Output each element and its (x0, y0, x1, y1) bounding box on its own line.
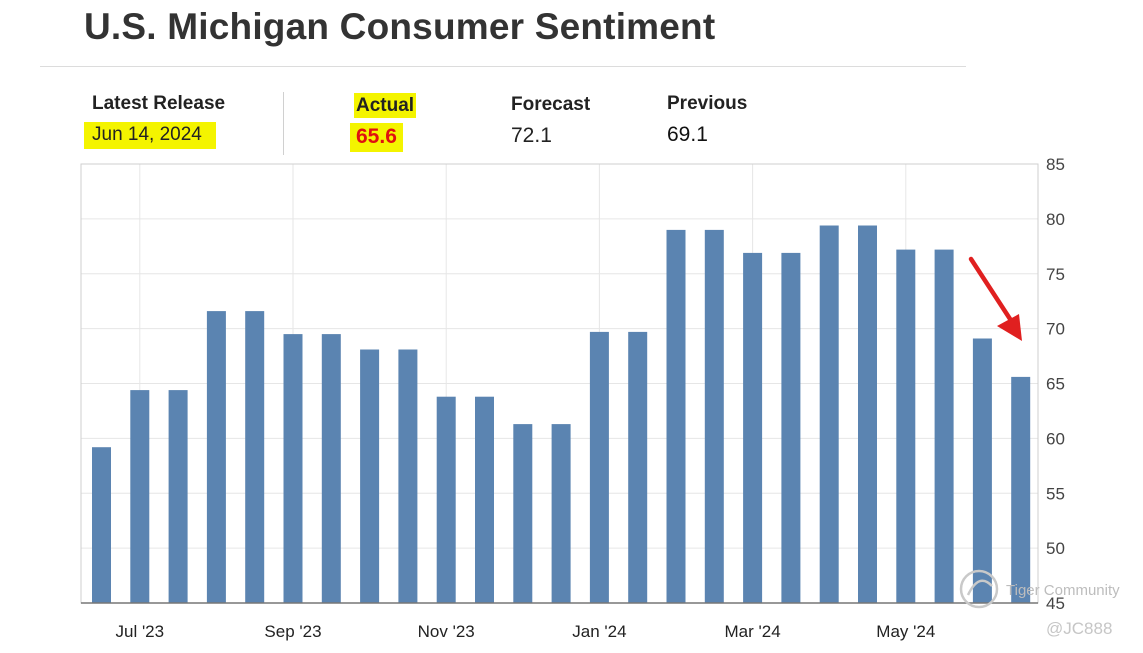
x-tick-label: May '24 (876, 622, 935, 641)
y-axis-ticks: 45 50 55 60 65 70 75 80 85 (1046, 155, 1065, 613)
actual-value: 65.6 (350, 123, 403, 152)
bar[interactable] (436, 396, 456, 603)
bar[interactable] (589, 331, 609, 603)
bar[interactable] (513, 424, 533, 603)
bar[interactable] (245, 311, 265, 603)
x-tick-label: Jul '23 (115, 622, 164, 641)
latest-release-label: Latest Release (92, 93, 226, 114)
bar[interactable] (1011, 376, 1031, 603)
y-tick-label: 85 (1046, 155, 1065, 174)
bar[interactable] (934, 249, 954, 603)
forecast-label: Forecast (511, 94, 591, 115)
annotation-arrow (968, 256, 1022, 341)
previous-value: 69.1 (667, 123, 708, 146)
bar-series (92, 225, 1031, 604)
forecast-value: 72.1 (511, 124, 552, 147)
y-tick-label: 45 (1046, 594, 1065, 613)
watermark-brand: Tiger Community (1006, 582, 1120, 599)
stat-actual: Actual (354, 93, 417, 118)
arrow-head (997, 314, 1022, 341)
page-title: U.S. Michigan Consumer Sentiment (84, 6, 716, 47)
bar[interactable] (551, 424, 571, 603)
watermark: Tiger Community @JC888 (959, 569, 1120, 638)
bar[interactable] (283, 334, 303, 603)
stats-divider (283, 92, 284, 155)
y-tick-label: 60 (1046, 429, 1065, 448)
stat-previous: Previous 69.1 (667, 93, 747, 147)
stat-forecast: Forecast 72.1 (511, 94, 590, 148)
x-tick-label: Mar '24 (725, 622, 781, 641)
bar[interactable] (972, 338, 992, 604)
arrow-shaft (968, 256, 1015, 325)
y-tick-label: 80 (1046, 210, 1065, 229)
x-tick-label: Jan '24 (572, 622, 626, 641)
y-tick-label: 50 (1046, 539, 1065, 558)
y-tick-label: 65 (1046, 375, 1065, 394)
bar[interactable] (206, 311, 226, 603)
title-divider (40, 66, 966, 67)
bar[interactable] (666, 229, 686, 603)
actual-label: Actual (354, 93, 417, 118)
bar[interactable] (628, 331, 648, 603)
bar[interactable] (130, 390, 150, 603)
x-tick-label: Nov '23 (418, 622, 475, 641)
watermark-handle: @JC888 (1046, 619, 1112, 638)
stat-latest-release: Latest Release (92, 93, 225, 115)
bar[interactable] (398, 349, 418, 604)
latest-release-value: Jun 14, 2024 (84, 122, 216, 149)
tiger-logo-icon (959, 569, 999, 609)
bar[interactable] (858, 225, 877, 604)
bar[interactable] (896, 249, 916, 603)
x-axis-ticks: Jul '23 Sep '23 Nov '23 Jan '24 Mar '24 May '… (115, 622, 935, 641)
actual-value-wrap: 65.6 (350, 123, 403, 152)
previous-label: Previous (667, 93, 748, 114)
y-tick-label: 70 (1046, 320, 1065, 339)
bar[interactable] (475, 396, 494, 603)
latest-release-value-wrap: Jun 14, 2024 (84, 122, 216, 149)
bar[interactable] (92, 447, 111, 603)
bar[interactable] (321, 334, 341, 603)
bar[interactable] (819, 225, 839, 604)
bar[interactable] (360, 349, 380, 604)
bar[interactable] (704, 229, 724, 603)
y-tick-label: 55 (1046, 484, 1065, 503)
bar[interactable] (781, 252, 801, 603)
x-tick-label: Sep '23 (264, 622, 321, 641)
y-tick-label: 75 (1046, 265, 1065, 284)
bar[interactable] (168, 390, 188, 603)
bar[interactable] (743, 252, 763, 603)
